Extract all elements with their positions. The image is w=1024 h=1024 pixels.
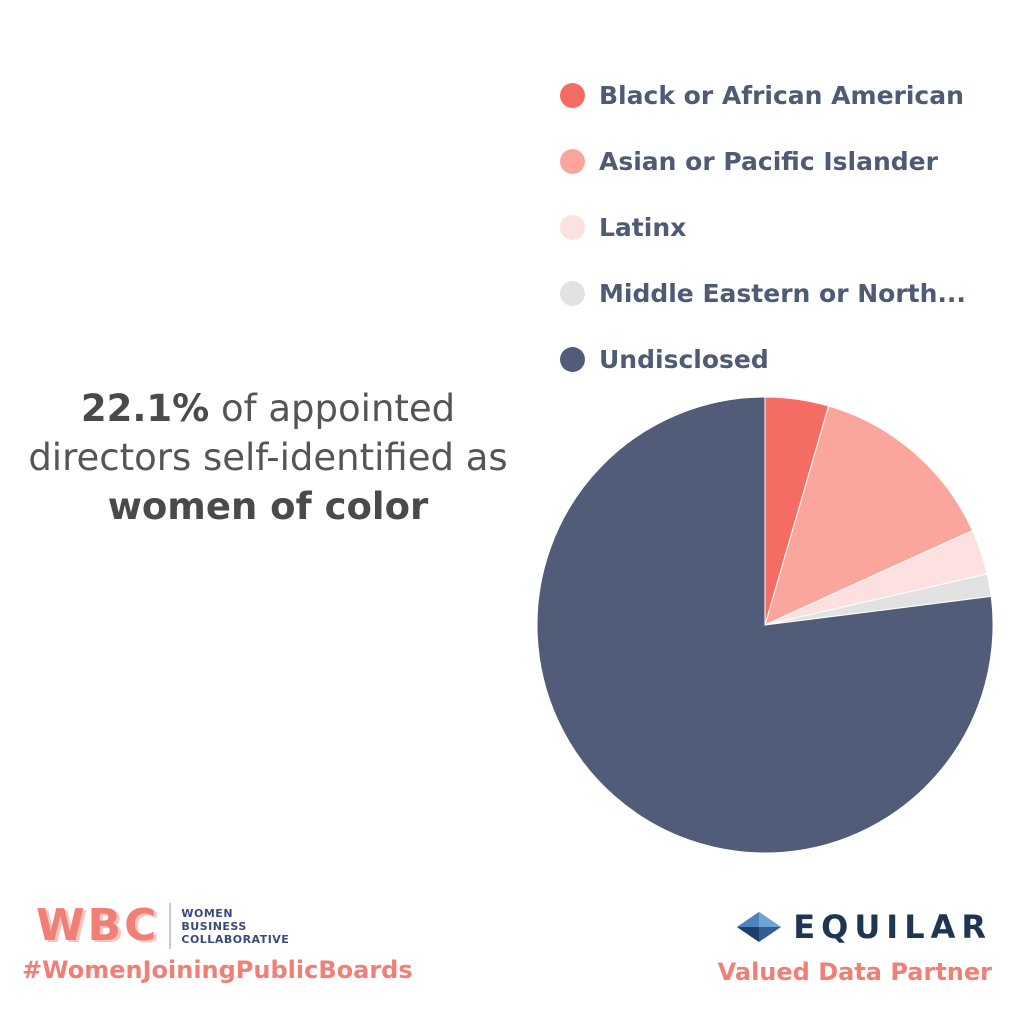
- headline-percentage: 22.1%: [80, 387, 210, 430]
- headline: 22.1% of appointed directors self-identi…: [18, 384, 518, 531]
- wbc-logo-line-1: WOMEN: [181, 906, 234, 920]
- legend-swatch-undisclosed: [560, 346, 585, 372]
- legend-item-asian: Asian or Pacific Islander: [560, 128, 1010, 194]
- legend-item-undisclosed: Undisclosed: [560, 326, 1010, 392]
- pie-slice-undisclosed: [536, 396, 994, 854]
- wbc-logo: WBC WOMEN BUSINESS COLLABORATIVE: [36, 900, 289, 952]
- legend-item-latinx: Latinx: [560, 194, 1010, 260]
- legend-label-asian: Asian or Pacific Islander: [599, 146, 938, 176]
- equilar-wordmark: EQUILAR: [793, 908, 992, 946]
- legend-label-mena: Middle Eastern or North...: [599, 278, 966, 308]
- legend-label-undisclosed: Undisclosed: [599, 344, 769, 374]
- headline-emphasis: women of color: [107, 485, 429, 528]
- legend-item-mena: Middle Eastern or North...: [560, 260, 1010, 326]
- legend-label-latinx: Latinx: [599, 212, 687, 242]
- legend-swatch-black: [560, 82, 585, 108]
- diamond-icon: [737, 912, 782, 942]
- legend-label-black: Black or African American: [599, 80, 964, 110]
- wbc-logo-subtitle: WOMEN BUSINESS COLLABORATIVE: [181, 907, 289, 946]
- wbc-logo-line-3: COLLABORATIVE: [181, 932, 290, 946]
- partner-label: Valued Data Partner: [717, 958, 992, 986]
- legend-swatch-latinx: [560, 214, 585, 240]
- headline-text: of appointed directors self-identified a…: [28, 387, 508, 479]
- hashtag: #WomenJoiningPublicBoards: [22, 956, 413, 984]
- wbc-logo-line-2: BUSINESS: [181, 919, 247, 933]
- wbc-logo-divider: [169, 903, 172, 949]
- legend-swatch-mena: [560, 280, 585, 306]
- equilar-logo: EQUILAR: [737, 908, 992, 946]
- legend-item-black: Black or African American: [560, 62, 1010, 128]
- wbc-logo-letters: WBC: [36, 900, 160, 951]
- pie-slice-asian-or-pacific-islander: [764, 405, 974, 626]
- legend-swatch-asian: [560, 148, 585, 174]
- pie-chart: [536, 396, 994, 854]
- chart-legend: Black or African American Asian or Pacif…: [560, 62, 1010, 392]
